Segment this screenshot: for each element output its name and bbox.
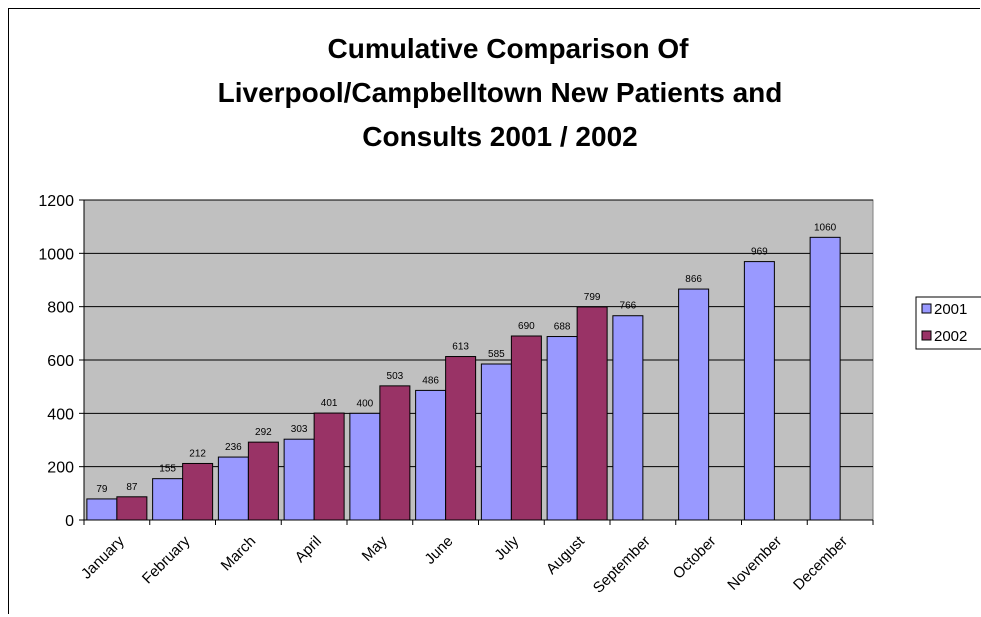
gridlines [84, 199, 873, 468]
bar-2002-august [576, 306, 608, 521]
x-tick-label: April [292, 533, 325, 566]
bars [86, 236, 841, 521]
data-label-2002-january: 87 [126, 482, 138, 493]
bar-2001-june [415, 389, 447, 521]
bar-2001-february [152, 478, 184, 521]
bar-2002-april [313, 412, 345, 521]
y-tick-label: 400 [47, 406, 74, 423]
data-label-2001-january: 79 [96, 484, 108, 495]
data-label-2002-may: 503 [387, 371, 404, 382]
x-tick-label: March [218, 533, 259, 574]
bar-2002-july [510, 335, 542, 521]
bar-2002-june [445, 356, 477, 521]
bar-2001-september [612, 315, 644, 521]
x-tick-label: February [139, 532, 194, 587]
x-tick-label: May [359, 532, 391, 564]
data-label-2001-september: 766 [620, 301, 637, 312]
legend-label-2001: 2001 [934, 301, 967, 318]
bar-2001-august [546, 336, 578, 521]
data-label-2001-december: 1060 [814, 222, 837, 233]
x-tick-label: January [78, 532, 128, 582]
bar-2002-may [379, 385, 411, 521]
data-label-2001-march: 236 [225, 442, 242, 453]
y-tick-label: 600 [47, 353, 74, 370]
bar-2001-january [86, 498, 118, 521]
x-tick-label: July [491, 532, 522, 563]
bar-2001-april [283, 438, 315, 521]
data-label-2002-june: 613 [452, 342, 469, 353]
bar-2001-july [480, 363, 512, 521]
data-label-2001-june: 486 [422, 375, 439, 386]
y-tick-label: 0 [65, 513, 74, 530]
chart-title: Cumulative Comparison Of Liverpool/Campb… [218, 33, 783, 152]
data-label-2002-august: 799 [584, 292, 601, 303]
data-label-2001-november: 969 [751, 247, 768, 258]
legend-swatch-2002 [921, 330, 932, 341]
x-tick-label: October [670, 533, 720, 583]
data-label-2001-february: 155 [159, 464, 176, 475]
bar-2001-december [809, 236, 841, 521]
bar-2001-march [217, 456, 249, 521]
bar-2002-january [116, 496, 148, 521]
x-tick-label: August [543, 532, 589, 578]
data-label-2002-july: 690 [518, 321, 535, 332]
chart-title-line-2: Liverpool/Campbelltown New Patients and [218, 77, 783, 108]
y-tick-label: 800 [47, 300, 74, 317]
chart-title-line-1: Cumulative Comparison Of [328, 33, 690, 64]
data-label-2001-july: 585 [488, 349, 505, 360]
x-tick-label: September [590, 533, 654, 597]
x-tick-label: November [724, 533, 785, 594]
chart-frame [8, 8, 980, 614]
data-labels: 79 87 155 212 236 292 303 401 400 503 486 613 585 690… [96, 222, 836, 495]
y-tick-label: 200 [47, 460, 74, 477]
data-label-2002-february: 212 [189, 448, 206, 459]
bar-2001-november [743, 261, 775, 521]
bar-2002-march [247, 441, 279, 521]
data-label-2001-august: 688 [554, 322, 571, 333]
chart-title-line-3: Consults 2001 / 2002 [362, 121, 637, 152]
y-tick-label: 1200 [38, 193, 74, 210]
data-label-2001-october: 866 [685, 274, 702, 285]
legend-label-2002: 2002 [934, 328, 967, 345]
bar-2001-may [349, 412, 381, 521]
data-label-2001-april: 303 [291, 424, 308, 435]
legend: 2001 2002 [915, 296, 981, 350]
data-label-2002-april: 401 [321, 398, 338, 409]
data-label-2001-may: 400 [357, 398, 374, 409]
bar-2002-february [182, 462, 214, 521]
bar-2001-october [678, 288, 710, 521]
x-tick-label: June [421, 533, 456, 568]
x-tick-label: December [790, 533, 851, 594]
data-label-2002-march: 292 [255, 427, 272, 438]
legend-swatch-2001 [921, 303, 932, 314]
y-tick-label: 1000 [38, 246, 74, 263]
